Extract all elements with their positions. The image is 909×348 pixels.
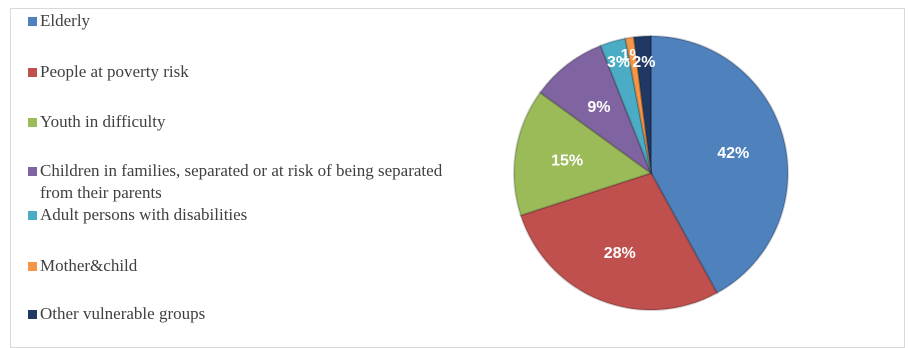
pie-slice-other [632,34,652,174]
legend-item-disabilities: Adult persons with disabilities [28,204,478,226]
pie-label-youth: 15% [551,153,583,170]
legend-item-elderly: Elderly [28,10,478,32]
legend-item-mother-child: Mother&child [28,255,478,277]
pie-label-poverty-risk: 28% [604,245,636,262]
legend-swatch-youth [28,118,37,127]
legend-label-elderly: Elderly [40,11,91,30]
legend-label-disabilities: Adult persons with disabilities [40,205,248,224]
pie-slice-children [538,44,654,176]
legend-item-other: Other vulnerable groups [28,303,478,325]
legend-swatch-disabilities [28,211,37,220]
legend-label-mother-child: Mother&child [40,256,138,275]
pie-slice-poverty-risk [519,171,719,311]
pie-label-elderly: 42% [717,145,749,162]
pie-chart: 42%28%15%9%3%1%2% [513,34,789,311]
pie-label-other: 2% [632,54,655,71]
legend-label-children: Children in families, separated or at ri… [40,161,443,202]
legend-swatch-poverty-risk [28,68,37,77]
pie-slice-disabilities [599,37,652,174]
legend-swatch-other [28,310,37,319]
legend-swatch-mother-child [28,262,37,271]
legend-label-youth: Youth in difficulty [40,112,166,131]
legend-item-poverty-risk: People at poverty risk [28,61,478,83]
legend-item-children: Children in families, separated or at ri… [28,160,478,204]
pie-slice-youth [513,91,654,217]
legend-swatch-elderly [28,17,37,26]
pie-slice-mother-child [624,35,652,174]
legend-label-other: Other vulnerable groups [40,304,206,323]
legend-swatch-children [28,167,37,176]
pie-label-disabilities: 3% [607,54,630,71]
legend-label-poverty-risk: People at poverty risk [40,62,189,81]
legend-item-youth: Youth in difficulty [28,111,478,133]
pie-slice-elderly [650,34,789,295]
pie-label-children: 9% [587,99,610,116]
